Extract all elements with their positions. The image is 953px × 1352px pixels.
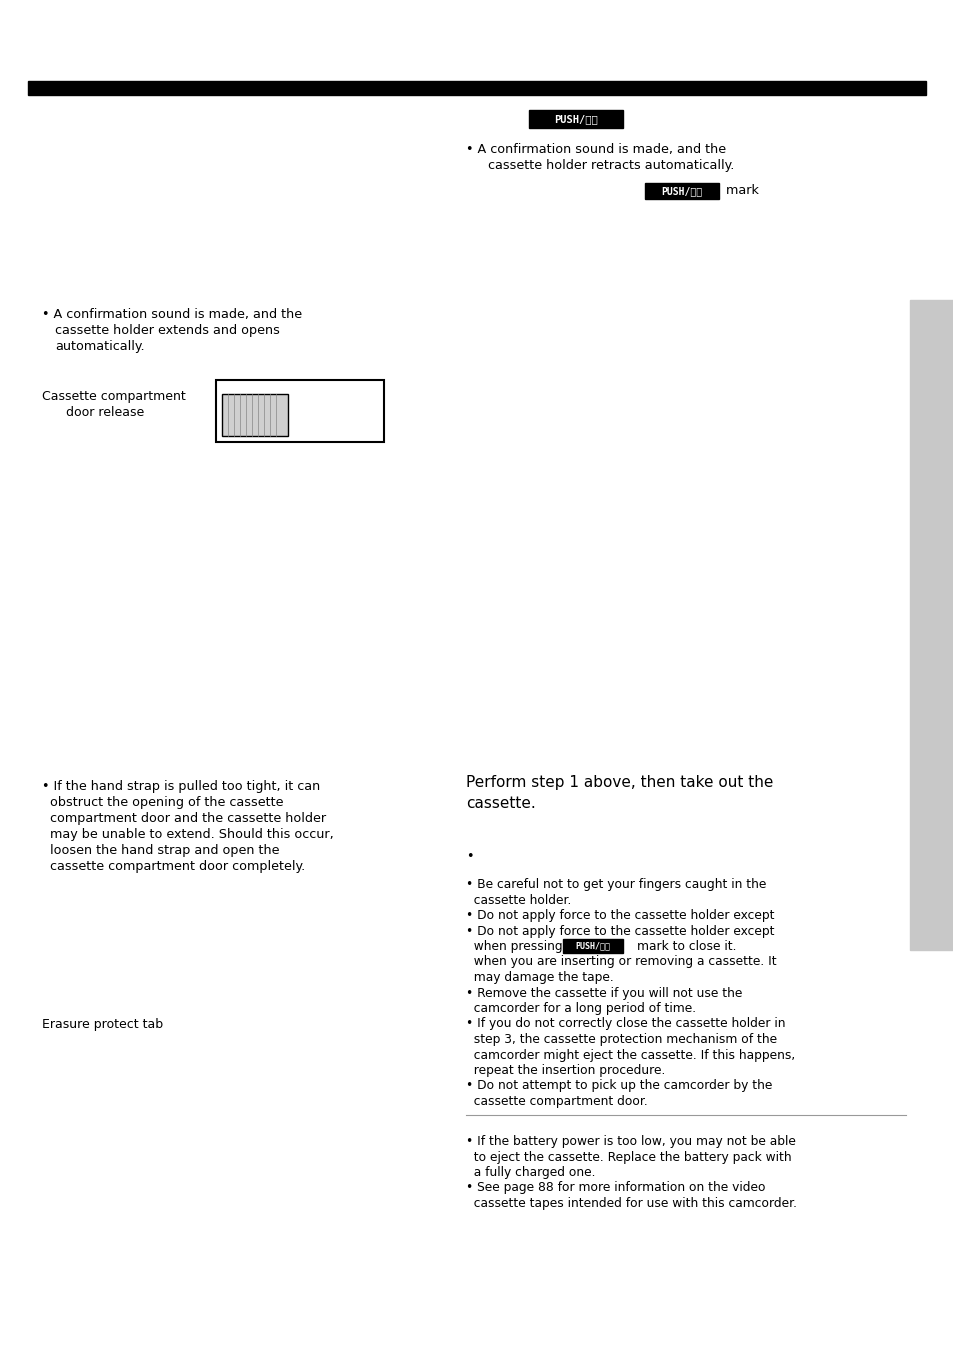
- Text: PUSH/押す: PUSH/押す: [554, 114, 598, 124]
- Text: • A confirmation sound is made, and the: • A confirmation sound is made, and the: [465, 143, 725, 155]
- Text: compartment door and the cassette holder: compartment door and the cassette holder: [42, 813, 326, 825]
- Text: loosen the hand strap and open the: loosen the hand strap and open the: [42, 844, 279, 857]
- Text: Cassette compartment: Cassette compartment: [42, 389, 186, 403]
- Text: automatically.: automatically.: [55, 339, 145, 353]
- Text: cassette compartment door.: cassette compartment door.: [465, 1095, 647, 1109]
- Text: • Do not apply force to the cassette holder except: • Do not apply force to the cassette hol…: [465, 909, 774, 922]
- Text: to eject the cassette. Replace the battery pack with: to eject the cassette. Replace the batte…: [465, 1151, 791, 1164]
- Text: •: •: [465, 850, 473, 863]
- Text: Erasure protect tab: Erasure protect tab: [42, 1018, 163, 1032]
- Text: mark: mark: [721, 184, 758, 197]
- FancyBboxPatch shape: [644, 183, 719, 199]
- FancyBboxPatch shape: [529, 110, 622, 128]
- Text: • See page 88 for more information on the video: • See page 88 for more information on th…: [465, 1182, 764, 1195]
- Text: cassette holder.: cassette holder.: [465, 894, 571, 906]
- Text: a fully charged one.: a fully charged one.: [465, 1165, 595, 1179]
- Text: cassette compartment door completely.: cassette compartment door completely.: [42, 860, 305, 873]
- Bar: [28, 81, 925, 95]
- Text: when you are inserting or removing a cassette. It: when you are inserting or removing a cas…: [465, 956, 776, 968]
- Text: cassette holder extends and opens: cassette holder extends and opens: [55, 324, 279, 337]
- Text: repeat the insertion procedure.: repeat the insertion procedure.: [465, 1064, 664, 1078]
- Text: • Do not attempt to pick up the camcorder by the: • Do not attempt to pick up the camcorde…: [465, 1079, 772, 1092]
- Text: cassette tapes intended for use with this camcorder.: cassette tapes intended for use with thi…: [465, 1197, 796, 1210]
- Text: PUSH/押す: PUSH/押す: [660, 187, 701, 196]
- Text: may be unable to extend. Should this occur,: may be unable to extend. Should this occ…: [42, 827, 334, 841]
- Text: cassette.: cassette.: [465, 796, 536, 811]
- Text: camcorder for a long period of time.: camcorder for a long period of time.: [465, 1002, 696, 1015]
- Text: cassette holder retracts automatically.: cassette holder retracts automatically.: [488, 160, 734, 172]
- Bar: [222, 393, 288, 435]
- Text: • Be careful not to get your fingers caught in the: • Be careful not to get your fingers cau…: [465, 877, 765, 891]
- Text: OPEN: OPEN: [248, 425, 282, 437]
- Text: Perform step 1 above, then take out the: Perform step 1 above, then take out the: [465, 775, 773, 790]
- Text: door release: door release: [42, 406, 144, 419]
- FancyBboxPatch shape: [562, 940, 622, 953]
- Text: step 3, the cassette protection mechanism of the: step 3, the cassette protection mechanis…: [465, 1033, 777, 1046]
- Text: • Do not apply force to the cassette holder except: • Do not apply force to the cassette hol…: [465, 925, 774, 937]
- Text: • A confirmation sound is made, and the: • A confirmation sound is made, and the: [42, 308, 302, 320]
- Text: • Remove the cassette if you will not use the: • Remove the cassette if you will not us…: [465, 987, 741, 999]
- Text: camcorder might eject the cassette. If this happens,: camcorder might eject the cassette. If t…: [465, 1049, 795, 1061]
- Text: • If the battery power is too low, you may not be able: • If the battery power is too low, you m…: [465, 1134, 795, 1148]
- Text: PUSH/押す: PUSH/押す: [575, 941, 610, 950]
- Text: • If the hand strap is pulled too tight, it can: • If the hand strap is pulled too tight,…: [42, 780, 320, 794]
- Bar: [215, 380, 384, 442]
- Bar: [909, 300, 953, 950]
- Text: obstruct the opening of the cassette: obstruct the opening of the cassette: [42, 796, 283, 808]
- Text: may damage the tape.: may damage the tape.: [465, 971, 613, 984]
- Text: • If you do not correctly close the cassette holder in: • If you do not correctly close the cass…: [465, 1018, 784, 1030]
- Text: when pressing the             mark to close it.: when pressing the mark to close it.: [465, 940, 736, 953]
